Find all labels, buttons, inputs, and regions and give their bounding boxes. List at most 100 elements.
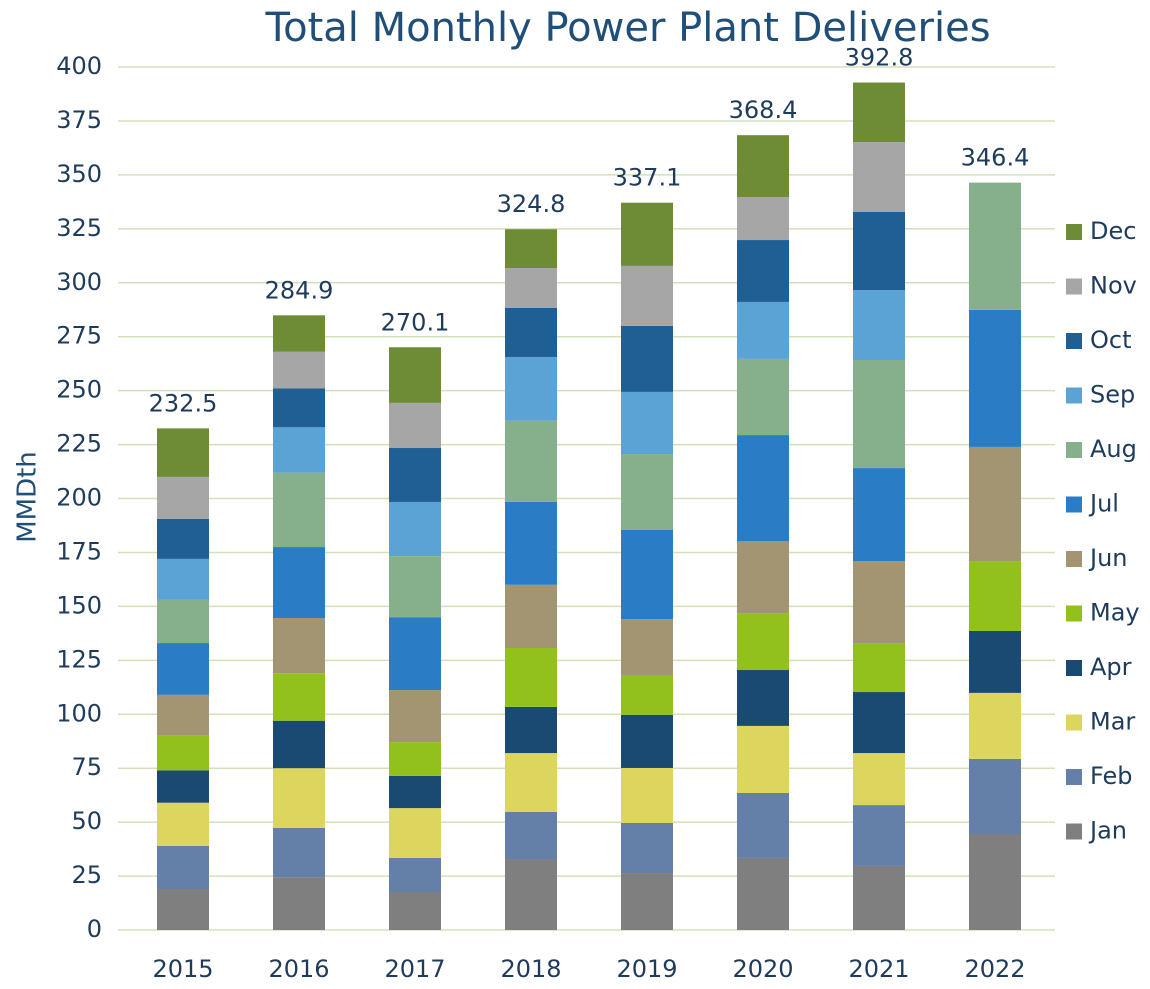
total-label: 284.9 — [265, 276, 334, 304]
bar-segment — [505, 648, 557, 707]
bar-segment — [969, 630, 1021, 693]
y-tick-label: 75 — [71, 753, 102, 781]
bar-segment — [969, 182, 1021, 310]
bar-segment — [389, 347, 441, 403]
bar-segment — [853, 805, 905, 866]
bar-segment — [505, 420, 557, 502]
bar-segment — [737, 613, 789, 671]
bar-segment — [621, 529, 673, 620]
bar-segment — [273, 768, 325, 828]
total-label: 346.4 — [961, 144, 1030, 172]
bar-segment — [505, 753, 557, 812]
x-tick-label: 2021 — [848, 955, 909, 983]
y-tick-label: 300 — [56, 268, 102, 296]
y-tick-label: 275 — [56, 322, 102, 350]
bar-segment — [273, 547, 325, 619]
total-label: 337.1 — [613, 164, 682, 192]
bar-segment — [157, 558, 209, 600]
bar-segment — [853, 359, 905, 469]
bar-segment — [853, 468, 905, 562]
bar-segment — [737, 358, 789, 436]
bar-segment — [389, 775, 441, 809]
x-tick-label: 2015 — [152, 955, 213, 983]
y-axis-label: MMDth — [13, 451, 43, 543]
bar-segment — [389, 690, 441, 743]
bar-segment — [737, 135, 789, 198]
y-tick-label: 125 — [56, 645, 102, 673]
legend-label: Jul — [1088, 490, 1119, 518]
y-tick-label: 225 — [56, 430, 102, 458]
bar-segment — [157, 476, 209, 519]
legend-swatch — [1066, 823, 1082, 840]
bar-segment — [737, 435, 789, 542]
x-tick-label: 2018 — [500, 955, 561, 983]
bar-segment — [853, 561, 905, 644]
bar-segment — [853, 142, 905, 212]
legend-swatch — [1066, 660, 1082, 676]
legend-swatch — [1066, 387, 1082, 404]
bar-segment — [737, 792, 789, 858]
y-tick-label: 250 — [56, 376, 102, 404]
bar-segment — [505, 229, 557, 269]
bar-segment — [621, 265, 673, 326]
total-label: 232.5 — [149, 389, 218, 417]
bar-segment — [621, 767, 673, 823]
bar-segment — [389, 501, 441, 557]
bar-segment — [505, 268, 557, 308]
total-label: 270.1 — [381, 308, 450, 336]
bar-segment — [505, 356, 557, 421]
legend-swatch — [1066, 605, 1082, 622]
legend-label: Oct — [1090, 326, 1132, 354]
bar-segment — [969, 758, 1021, 834]
legend-label: Mar — [1090, 708, 1135, 736]
bar-segment — [621, 822, 673, 874]
bar-segment — [853, 692, 905, 754]
legend-label: Dec — [1090, 217, 1136, 245]
bar-segment — [737, 197, 789, 241]
bar-segment — [157, 845, 209, 890]
bar-segment — [157, 643, 209, 695]
x-tick-label: 2020 — [732, 955, 793, 983]
bar-segment — [273, 472, 325, 548]
bar-segment — [737, 541, 789, 614]
bar-segment — [505, 859, 557, 930]
bar-segment — [853, 753, 905, 806]
bar-segment — [853, 290, 905, 360]
legend-swatch — [1066, 769, 1082, 785]
bar-segment — [157, 889, 209, 930]
legend-label: Apr — [1090, 653, 1132, 681]
bar-segment — [621, 873, 673, 930]
bar-segment — [273, 351, 325, 389]
x-tick-label: 2016 — [268, 955, 329, 983]
bar-segment — [157, 428, 209, 477]
y-tick-label: 375 — [56, 106, 102, 134]
bar-segment — [853, 211, 905, 291]
y-tick-label: 400 — [56, 52, 102, 80]
legend-swatch — [1066, 551, 1082, 567]
bar-segment — [389, 892, 441, 930]
total-label: 392.8 — [845, 44, 914, 72]
bar-segment — [389, 448, 441, 502]
bar-segment — [505, 706, 557, 754]
legend-swatch — [1066, 442, 1082, 458]
bar-segment — [273, 673, 325, 721]
bar-segment — [737, 857, 789, 930]
x-tick-label: 2019 — [616, 955, 677, 983]
legend-label: Jan — [1088, 817, 1127, 845]
bar-segment — [969, 309, 1021, 447]
y-tick-label: 100 — [56, 699, 102, 727]
legend-label: May — [1090, 599, 1140, 627]
bar-segment — [737, 240, 789, 302]
bar-segment — [157, 518, 209, 559]
legend-label: Aug — [1090, 435, 1137, 463]
bar-segment — [273, 618, 325, 674]
bar-segment — [273, 827, 325, 878]
y-tick-label: 200 — [56, 484, 102, 512]
bar-segment — [157, 770, 209, 803]
bar-segment — [273, 388, 325, 428]
bar-segment — [389, 857, 441, 893]
bar-segment — [389, 742, 441, 776]
bar-segment — [621, 454, 673, 530]
bar-segment — [621, 714, 673, 768]
